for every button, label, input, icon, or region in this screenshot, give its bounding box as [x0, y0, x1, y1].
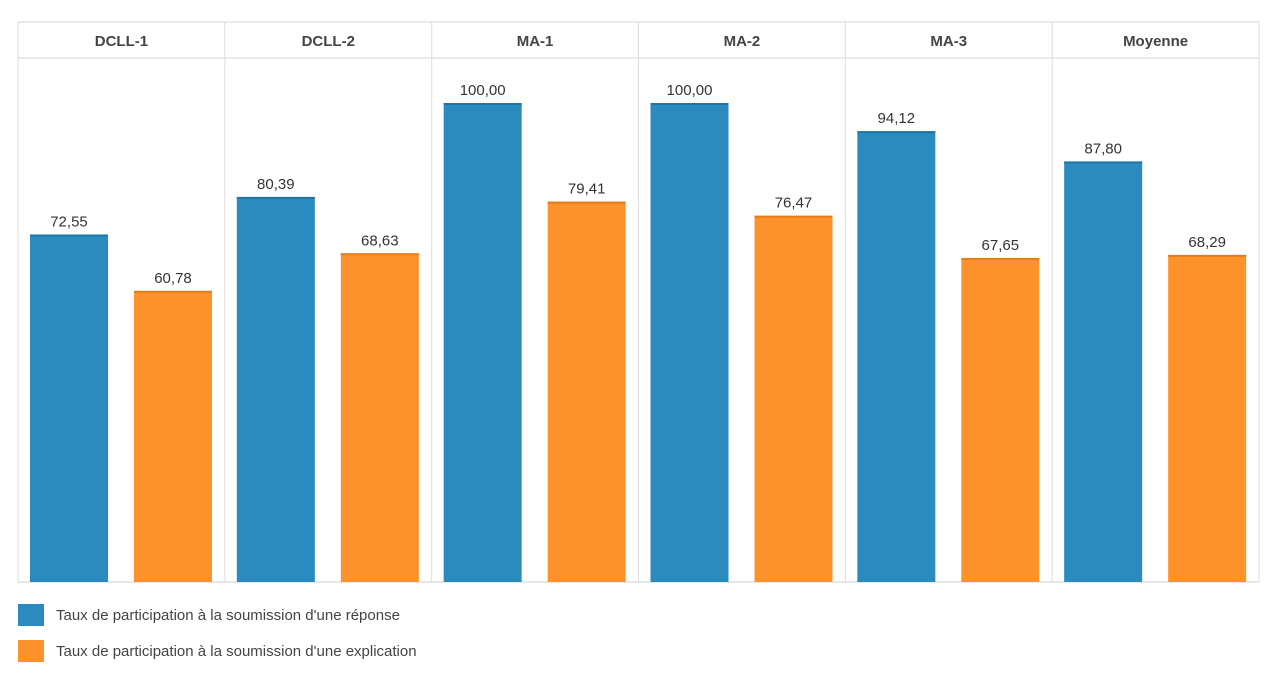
data-label: 76,47 — [775, 195, 813, 212]
bar-top-edge — [340, 253, 419, 256]
bar-top-edge — [857, 131, 936, 134]
data-label: 68,29 — [1188, 234, 1226, 251]
bar-top-edge — [30, 234, 108, 237]
data-label: 100,00 — [667, 82, 713, 99]
legend: Taux de participation à la soumission d'… — [18, 604, 417, 676]
legend-label-response: Taux de participation à la soumission d'… — [56, 606, 400, 624]
bar-explanation — [1168, 254, 1247, 582]
bar-response — [443, 103, 522, 582]
legend-item-response: Taux de participation à la soumission d'… — [18, 604, 417, 626]
bar-top-edge — [650, 103, 729, 105]
legend-label-explanation: Taux de participation à la soumission d'… — [56, 642, 417, 660]
bar-explanation — [547, 201, 626, 582]
data-label: 80,39 — [257, 176, 295, 193]
legend-swatch-explanation — [18, 640, 44, 662]
data-label: 60,78 — [154, 270, 192, 287]
data-label: 94,12 — [878, 110, 916, 127]
data-label: 87,80 — [1084, 140, 1122, 157]
category-label: MA-1 — [517, 33, 554, 50]
category-label: Moyenne — [1123, 33, 1188, 50]
data-label: 68,63 — [361, 232, 399, 249]
bar-explanation — [340, 253, 419, 582]
bar-top-edge — [236, 196, 315, 199]
legend-item-explanation: Taux de participation à la soumission d'… — [18, 640, 417, 662]
category-label: DCLL-1 — [95, 33, 148, 50]
data-label: 67,65 — [982, 237, 1020, 254]
data-label: 72,55 — [50, 213, 88, 230]
legend-swatch-response — [18, 604, 44, 626]
bar-explanation — [754, 215, 833, 583]
bar-chart: DCLL-1 72,55 60,78 DCLL-2 80,39 68,63 MA-1 100,… — [17, 21, 1260, 583]
bar-response — [1064, 161, 1143, 583]
bar-top-edge — [547, 201, 626, 204]
bar-explanation — [134, 290, 212, 582]
bar-response — [30, 234, 108, 582]
bar-top-edge — [134, 290, 212, 293]
data-label: 79,41 — [568, 181, 606, 198]
bar-top-edge — [1064, 161, 1143, 164]
bar-top-edge — [443, 103, 522, 105]
bar-response — [236, 196, 315, 583]
bar-top-edge — [961, 257, 1040, 260]
bar-top-edge — [754, 215, 833, 218]
category-label: MA-3 — [930, 33, 967, 50]
bar-response — [857, 131, 936, 582]
category-label: MA-2 — [724, 33, 761, 50]
bar-top-edge — [1168, 254, 1247, 257]
bar-explanation — [961, 257, 1040, 582]
bar-response — [650, 103, 729, 582]
data-label: 100,00 — [460, 82, 506, 99]
category-label: DCLL-2 — [302, 33, 355, 50]
